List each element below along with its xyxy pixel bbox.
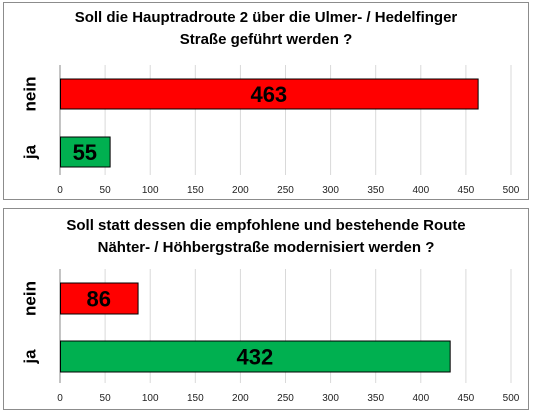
x-tick-label: 200 — [232, 393, 249, 404]
bar-data-label: 86 — [87, 287, 111, 312]
x-tick-label: 450 — [458, 393, 475, 404]
bar-ja — [60, 340, 451, 373]
chart-title: Soll die Hauptradroute 2 über die Ulmer-… — [4, 7, 528, 51]
bar-data-label: 55 — [73, 140, 97, 165]
category-label-ja: ja — [21, 144, 40, 160]
bar-nein — [60, 78, 479, 110]
chart-title-line-1: Soll statt dessen die empfohlene und bes… — [66, 217, 466, 234]
chart-plot-2: 0 50 100 150 200 250 300 350 400 450 500 86 nein 432 j… — [21, 269, 520, 404]
x-tick-label: 250 — [277, 185, 294, 196]
bar-nein — [60, 282, 139, 315]
x-tick-label: 150 — [187, 185, 204, 196]
x-tick-label: 50 — [100, 393, 112, 404]
x-tick-label: 100 — [142, 185, 159, 196]
x-tick-label: 350 — [367, 393, 384, 404]
x-tick-label: 0 — [57, 393, 63, 404]
x-tick-label: 500 — [503, 185, 520, 196]
chart-title-line-2: Straße geführt werden ? — [179, 31, 353, 48]
x-tick-label: 400 — [412, 185, 429, 196]
x-tick-label: 150 — [187, 393, 204, 404]
category-label-nein: nein — [21, 281, 40, 316]
chart-title-line-2: Nähter- / Höhbergstraße modernisiert wer… — [97, 239, 435, 256]
x-tick-label: 100 — [142, 393, 159, 404]
x-tick-label: 500 — [503, 393, 520, 404]
chart-plot-1: 0 50 100 150 200 250 300 350 400 450 500 463 nein 55 j… — [21, 65, 520, 196]
chart-panel-2: Soll statt dessen die empfohlene und bes… — [3, 208, 529, 410]
x-tick-label: 50 — [100, 185, 112, 196]
x-tick-label: 200 — [232, 185, 249, 196]
x-tick-label: 450 — [458, 185, 475, 196]
bar-data-label: 432 — [236, 345, 273, 370]
chart-title-line-1: Soll die Hauptradroute 2 über die Ulmer-… — [74, 9, 458, 26]
category-label-nein: nein — [21, 77, 40, 112]
category-label-ja: ja — [21, 349, 40, 365]
chart-panel-1: Soll die Hauptradroute 2 über die Ulmer-… — [3, 2, 529, 200]
chart-title: Soll statt dessen die empfohlene und bes… — [4, 215, 528, 259]
bar-ja — [60, 136, 111, 168]
bar-data-label: 463 — [250, 82, 287, 107]
x-tick-label: 250 — [277, 393, 294, 404]
x-tick-label: 0 — [57, 185, 63, 196]
x-tick-label: 350 — [367, 185, 384, 196]
x-tick-label: 400 — [412, 393, 429, 404]
x-tick-label: 300 — [322, 185, 339, 196]
x-tick-label: 300 — [322, 393, 339, 404]
